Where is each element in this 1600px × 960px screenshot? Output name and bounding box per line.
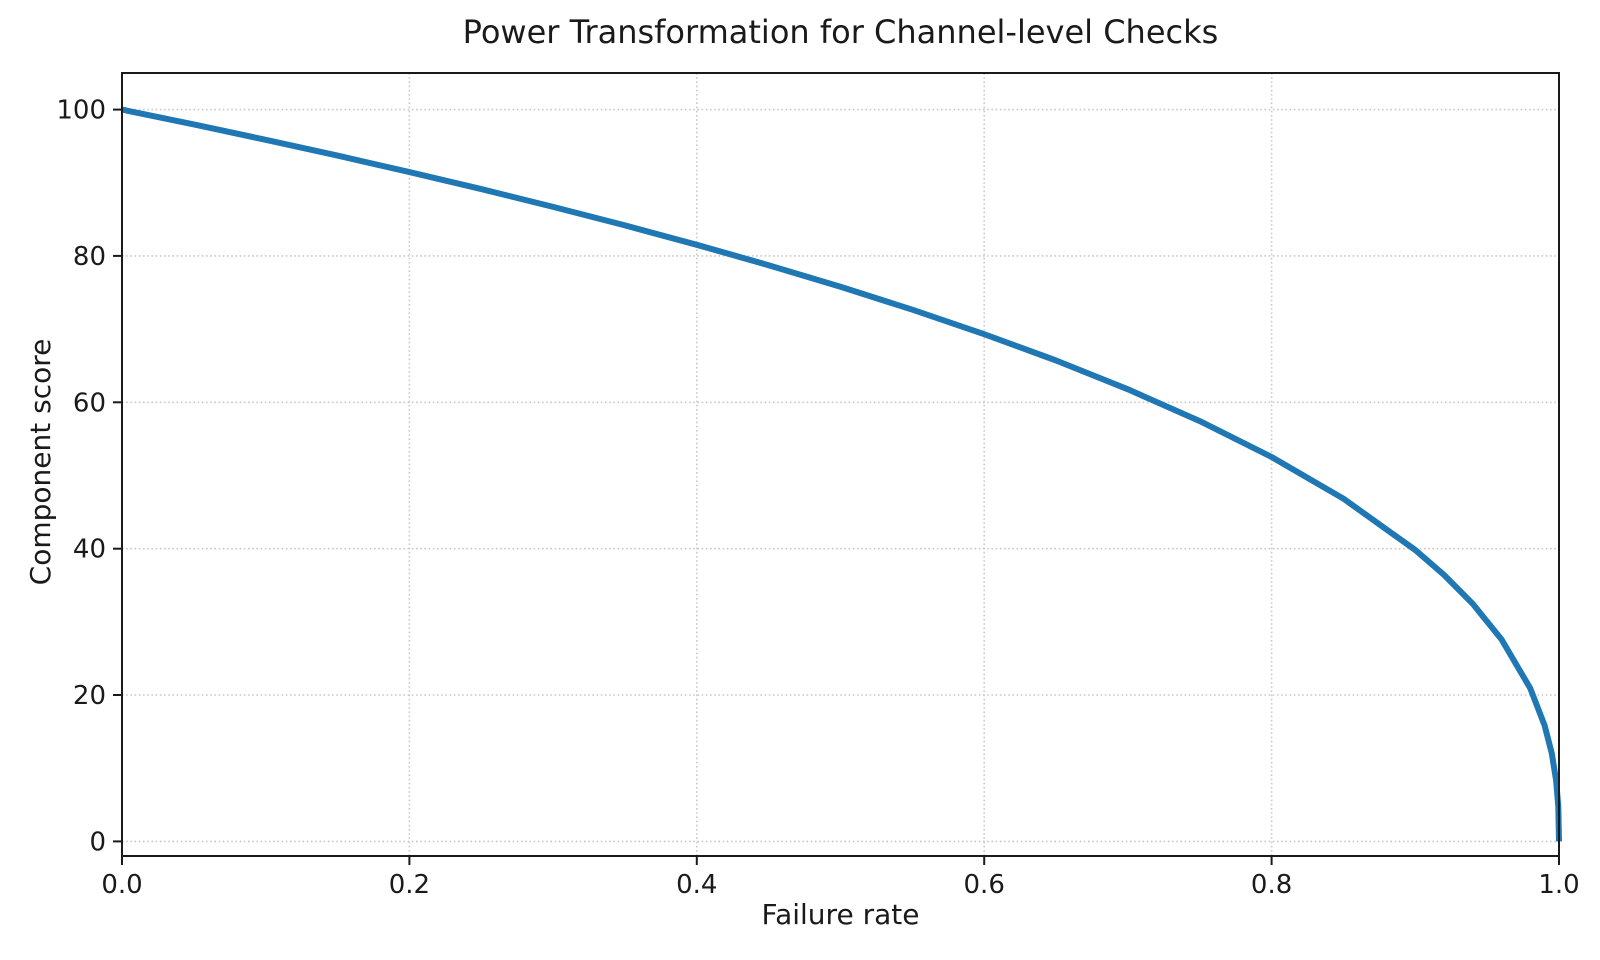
y-tick-label: 60: [73, 388, 106, 418]
x-tick-label: 0.4: [676, 870, 717, 900]
x-tick-label: 1.0: [1538, 870, 1579, 900]
chart-title: Power Transformation for Channel-level C…: [462, 13, 1219, 51]
y-tick-label: 40: [73, 535, 106, 565]
plot-border: [121, 72, 1560, 857]
x-tick-label: 0.8: [1251, 870, 1292, 900]
gridlines: [122, 73, 1559, 856]
plot-border-group: [121, 72, 1560, 857]
x-axis-label: Failure rate: [761, 898, 920, 931]
y-tick-label: 20: [73, 681, 106, 711]
x-tick-label: 0.2: [389, 870, 430, 900]
series-lines: [121, 106, 1562, 842]
x-tick-label: 0.0: [101, 870, 142, 900]
y-tick-label: 0: [89, 827, 106, 857]
series-line-power-curve: [121, 106, 1562, 842]
y-tick-label: 80: [73, 242, 106, 272]
axis-ticks: [113, 108, 1560, 865]
tick-labels: 0.0 0.2 0.4 0.6 0.8 1.0 0 20 40 60 80 100: [56, 96, 1579, 900]
y-tick-label: 100: [56, 96, 106, 126]
x-tick-label: 0.6: [964, 870, 1005, 900]
